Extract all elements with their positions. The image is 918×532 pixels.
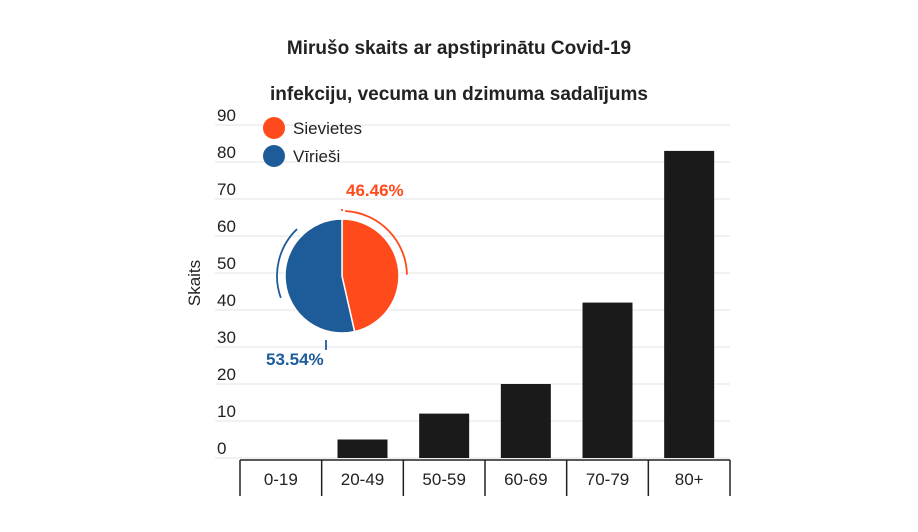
bars — [337, 150, 715, 458]
inset-pie-chart: 46.46% 53.54% — [266, 181, 408, 369]
x-tick-label: 0-19 — [264, 470, 298, 489]
x-tick-label: 60-69 — [504, 470, 547, 489]
chart-title-line-1: Mirušo skaits ar apstiprinātu Covid-19 — [286, 38, 632, 59]
x-axis: 0-19 20-49 50-59 60-69 70-79 80+ — [239, 459, 731, 496]
y-tick-label: 90 — [217, 106, 236, 125]
bar-20-49 — [337, 439, 388, 458]
legend-swatch — [263, 117, 285, 139]
bar-50-59 — [419, 413, 470, 458]
y-tick-label: 20 — [217, 365, 236, 384]
pie-slice-virieshi — [284, 218, 356, 334]
chart-title-line-2: infekciju, vecuma un dzimuma sadalījums — [269, 84, 648, 105]
legend-swatch — [263, 145, 285, 167]
y-tick-label: 30 — [217, 328, 236, 347]
y-tick-label: 40 — [217, 291, 236, 310]
pie-slice-sievietes — [341, 218, 400, 333]
y-tick-label: 0 — [217, 439, 226, 458]
callout-arc-virieshi — [276, 228, 298, 299]
bar-80+ — [664, 150, 715, 458]
y-tick-label: 80 — [217, 143, 236, 162]
callout-arc-sievietes — [345, 210, 408, 275]
x-tick-label: 70-79 — [586, 470, 629, 489]
pie-percent-label-virieshi: 53.54% — [266, 350, 324, 369]
y-tick-label: 10 — [217, 402, 236, 421]
y-tick-label: 70 — [217, 180, 236, 199]
bar-70-79 — [582, 302, 633, 458]
pie-legend: Sievietes Vīrieši — [263, 117, 362, 167]
x-tick-label: 20-49 — [341, 470, 384, 489]
x-tick-label: 50-59 — [422, 470, 465, 489]
bar-60-69 — [500, 384, 551, 458]
x-tick-label: 80+ — [675, 470, 704, 489]
y-tick-label: 60 — [217, 217, 236, 236]
legend-label: Sievietes — [293, 119, 362, 138]
y-tick-label: 50 — [217, 254, 236, 273]
legend-label: Vīrieši — [293, 147, 340, 166]
y-tick-labels: 0 10 20 30 40 50 60 70 80 90 — [217, 106, 236, 458]
gridlines — [215, 124, 730, 459]
pie-percent-label-sievietes: 46.46% — [346, 181, 404, 200]
y-axis-label: Skaits — [185, 260, 204, 306]
